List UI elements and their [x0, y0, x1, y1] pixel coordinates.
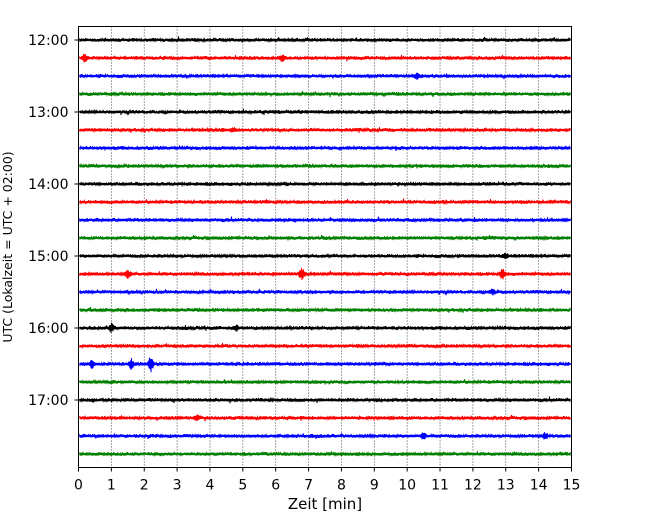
x-axis: 0 1 2 3 4 5 6 7 8 9 10 11 12 13 14 15 [74, 467, 581, 494]
x-tick-label-1: 1 [107, 478, 116, 494]
y-tick-label-12:00: 12:00 [28, 33, 68, 49]
trace-15:45 [79, 306, 571, 314]
y-tick-label-14:00: 14:00 [28, 177, 68, 193]
trace-13:15 [79, 126, 571, 134]
trace-16:00 [79, 322, 571, 333]
trace-15:15 [79, 267, 571, 280]
y-axis-title: UTC (Lokalzeit = UTC + 02:00) [0, 151, 15, 342]
trace-17:00 [79, 396, 571, 404]
y-tick-label-15:00: 15:00 [28, 249, 68, 265]
x-tick-label-0: 0 [74, 478, 83, 494]
trace-13:45 [79, 162, 571, 170]
trace-17:15 [79, 414, 571, 422]
trace-16:30 [79, 357, 571, 373]
x-tick-label-15: 15 [563, 478, 581, 494]
trace-12:15 [79, 54, 571, 63]
seismogram-traces [79, 36, 571, 458]
y-tick-label-17:00: 17:00 [28, 393, 68, 409]
x-tick-label-6: 6 [271, 478, 280, 494]
trace-14:45 [79, 234, 571, 242]
x-tick-label-7: 7 [304, 478, 313, 494]
trace-12:30 [79, 72, 571, 80]
plot-frame [78, 26, 572, 468]
trace-14:30 [79, 216, 571, 224]
x-tick-label-9: 9 [370, 478, 379, 494]
x-tick-label-12: 12 [464, 478, 482, 494]
y-tick-label-16:00: 16:00 [28, 321, 68, 337]
x-tick-label-10: 10 [398, 478, 416, 494]
x-tick-label-11: 11 [431, 478, 449, 494]
y-axis: 12:00 13:00 14:00 15:00 16:00 17:00 [28, 33, 79, 409]
trace-13:00 [79, 108, 571, 116]
trace-15:00 [79, 252, 571, 260]
trace-14:15 [79, 198, 571, 206]
x-tick-label-4: 4 [206, 478, 215, 494]
trace-16:15 [79, 342, 571, 350]
y-tick-label-13:00: 13:00 [28, 105, 68, 121]
x-tick-label-5: 5 [238, 478, 247, 494]
x-tick-label-3: 3 [173, 478, 182, 494]
trace-13:30 [79, 144, 571, 152]
trace-12:45 [79, 90, 571, 98]
x-tick-label-8: 8 [337, 478, 346, 494]
trace-14:00 [79, 180, 571, 188]
trace-17:30 [79, 432, 571, 440]
trace-17:45 [79, 450, 571, 458]
x-axis-title: Zeit [min] [288, 495, 362, 513]
trace-12:00 [79, 36, 571, 44]
x-tick-label-13: 13 [497, 478, 515, 494]
x-tick-label-2: 2 [140, 478, 149, 494]
x-tick-label-14: 14 [530, 478, 548, 494]
trace-16:45 [79, 378, 571, 386]
trace-15:30 [79, 288, 571, 296]
